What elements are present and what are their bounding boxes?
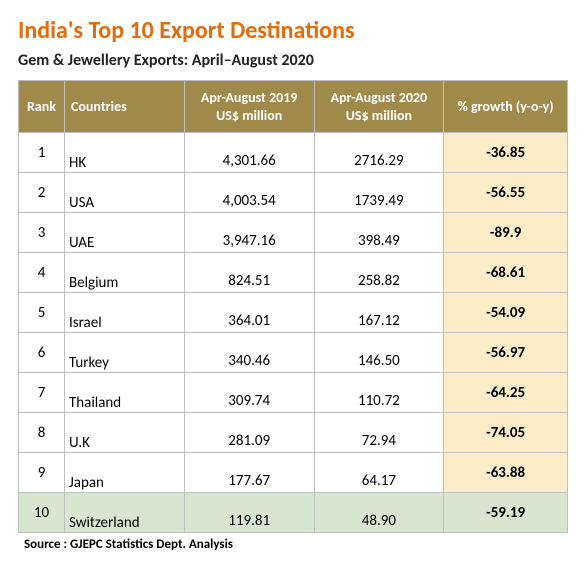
cell-2020: 64.17	[314, 453, 444, 493]
table-row: 10Switzerland119.8148.90-59.19	[19, 493, 568, 533]
cell-2019: 824.51	[184, 253, 314, 293]
cell-2019: 4,003.54	[184, 173, 314, 213]
cell-rank: 2	[19, 173, 65, 213]
table-row: 4Belgium824.51258.82-68.61	[19, 253, 568, 293]
table-row: 1HK4,301.662716.29-36.85	[19, 133, 568, 173]
col-rank: Rank	[19, 81, 65, 133]
cell-2020: 258.82	[314, 253, 444, 293]
page-subtitle: Gem & Jewellery Exports: April–August 20…	[18, 51, 568, 70]
cell-growth: -36.85	[444, 133, 568, 173]
cell-2020: 398.49	[314, 213, 444, 253]
source-text: Source : GJEPC Statistics Dept. Analysis	[18, 537, 568, 552]
cell-2020: 110.72	[314, 373, 444, 413]
cell-country: USA	[64, 173, 184, 213]
cell-rank: 9	[19, 453, 65, 493]
cell-growth: -56.97	[444, 333, 568, 373]
cell-country: Japan	[64, 453, 184, 493]
table-row: 7Thailand309.74110.72-64.25	[19, 373, 568, 413]
page-title: India's Top 10 Export Destinations	[18, 16, 568, 45]
col-growth: % growth (y-o-y)	[444, 81, 568, 133]
cell-growth: -68.61	[444, 253, 568, 293]
cell-growth: -56.55	[444, 173, 568, 213]
cell-growth: -59.19	[444, 493, 568, 533]
table-row: 6Turkey340.46146.50-56.97	[19, 333, 568, 373]
col-country: Countries	[64, 81, 184, 133]
cell-country: Thailand	[64, 373, 184, 413]
cell-2019: 119.81	[184, 493, 314, 533]
cell-country: UAE	[64, 213, 184, 253]
cell-2019: 3,947.16	[184, 213, 314, 253]
cell-2019: 340.46	[184, 333, 314, 373]
cell-2020: 72.94	[314, 413, 444, 453]
cell-rank: 1	[19, 133, 65, 173]
cell-rank: 5	[19, 293, 65, 333]
cell-2019: 309.74	[184, 373, 314, 413]
cell-rank: 10	[19, 493, 65, 533]
cell-country: U.K	[64, 413, 184, 453]
cell-country: Belgium	[64, 253, 184, 293]
cell-2020: 48.90	[314, 493, 444, 533]
cell-growth: -89.9	[444, 213, 568, 253]
table-row: 8U.K281.0972.94-74.05	[19, 413, 568, 453]
cell-2020: 1739.49	[314, 173, 444, 213]
cell-2019: 177.67	[184, 453, 314, 493]
exports-table: Rank Countries Apr-August 2019US$ millio…	[18, 80, 568, 533]
cell-country: HK	[64, 133, 184, 173]
cell-growth: -64.25	[444, 373, 568, 413]
cell-rank: 4	[19, 253, 65, 293]
table-row: 9Japan177.6764.17-63.88	[19, 453, 568, 493]
cell-2019: 364.01	[184, 293, 314, 333]
cell-2020: 146.50	[314, 333, 444, 373]
table-row: 2USA4,003.541739.49-56.55	[19, 173, 568, 213]
cell-2019: 4,301.66	[184, 133, 314, 173]
cell-growth: -74.05	[444, 413, 568, 453]
cell-country: Israel	[64, 293, 184, 333]
cell-2019: 281.09	[184, 413, 314, 453]
table-header-row: Rank Countries Apr-August 2019US$ millio…	[19, 81, 568, 133]
table-row: 5Israel364.01167.12-54.09	[19, 293, 568, 333]
cell-growth: -54.09	[444, 293, 568, 333]
cell-rank: 3	[19, 213, 65, 253]
cell-country: Switzerland	[64, 493, 184, 533]
table-row: 3UAE3,947.16398.49-89.9	[19, 213, 568, 253]
cell-rank: 6	[19, 333, 65, 373]
cell-growth: -63.88	[444, 453, 568, 493]
cell-rank: 7	[19, 373, 65, 413]
cell-country: Turkey	[64, 333, 184, 373]
cell-rank: 8	[19, 413, 65, 453]
col-2019: Apr-August 2019US$ million	[184, 81, 314, 133]
col-2020: Apr-August 2020US$ million	[314, 81, 444, 133]
cell-2020: 2716.29	[314, 133, 444, 173]
cell-2020: 167.12	[314, 293, 444, 333]
